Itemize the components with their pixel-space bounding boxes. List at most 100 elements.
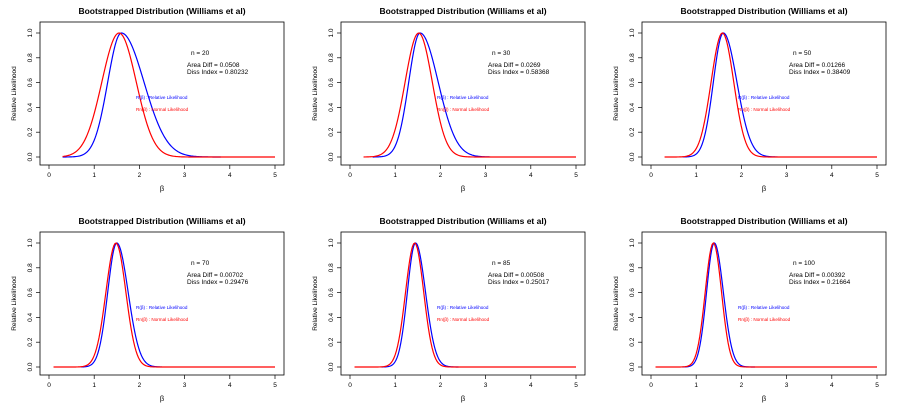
y-tick-label: 0.8	[629, 263, 636, 272]
y-tick-label: 1.0	[629, 28, 636, 37]
sample-size-label: n = 30	[492, 50, 511, 57]
x-tick-label: 3	[183, 382, 187, 389]
legend-entry: R(β) : Relative Likelihood	[136, 305, 188, 310]
chart-panel-5: Bootstrapped Distribution (Williams et a…	[312, 216, 586, 403]
y-tick-label: 1.0	[629, 238, 636, 247]
x-tick-label: 4	[228, 172, 232, 179]
x-tick-label: 0	[649, 382, 653, 389]
x-tick-label: 5	[273, 172, 277, 179]
chart-panel-4: Bootstrapped Distribution (Williams et a…	[11, 216, 285, 403]
legend-entry: Rn(β) : Normal Likelihood	[437, 317, 490, 322]
y-tick-label: 1.0	[27, 238, 34, 247]
y-tick-label: 1.0	[27, 28, 34, 37]
series-line-relative	[80, 242, 163, 368]
y-axis-label: Relative Likelihood	[312, 66, 319, 121]
series-line-normal	[363, 32, 576, 158]
chart-panel-6: Bootstrapped Distribution (Williams et a…	[613, 216, 887, 403]
x-tick-label: 4	[830, 172, 834, 179]
sample-size-label: n = 70	[191, 260, 210, 267]
x-tick-label: 0	[47, 172, 51, 179]
y-axis-label: Relative Likelihood	[312, 276, 319, 331]
y-tick-label: 0.0	[328, 362, 335, 371]
area-diff-label: Area Diff = 0.0269	[488, 62, 541, 69]
legend-entry: R(β) : Relative Likelihood	[738, 95, 790, 100]
series-line-relative	[381, 242, 459, 368]
series-line-normal	[53, 242, 275, 368]
x-tick-label: 3	[785, 382, 789, 389]
x-tick-label: 0	[47, 382, 51, 389]
diss-index-label: Diss Index = 0.80232	[187, 69, 249, 76]
chart-panel-3: Bootstrapped Distribution (Williams et a…	[613, 6, 887, 193]
plot-frame	[39, 231, 285, 376]
x-tick-label: 2	[439, 382, 443, 389]
x-tick-label: 4	[529, 382, 533, 389]
chart-panel-2: Bootstrapped Distribution (Williams et a…	[312, 6, 586, 193]
series-line-normal	[62, 32, 275, 158]
x-tick-label: 3	[785, 172, 789, 179]
sample-size-label: n = 20	[191, 50, 210, 57]
x-tick-label: 0	[348, 382, 352, 389]
area-diff-label: Area Diff = 0.00702	[187, 272, 243, 279]
y-tick-label: 0.6	[629, 78, 636, 87]
y-tick-label: 0.4	[629, 103, 636, 112]
x-tick-label: 2	[138, 382, 142, 389]
area-diff-label: Area Diff = 0.00392	[789, 272, 845, 279]
y-tick-label: 0.8	[27, 53, 34, 62]
x-tick-label: 1	[694, 382, 698, 389]
x-tick-label: 5	[875, 382, 879, 389]
x-tick-label: 2	[439, 172, 443, 179]
plot-frame	[641, 231, 887, 376]
series-line-relative	[62, 32, 221, 158]
y-tick-label: 0.2	[629, 337, 636, 346]
y-tick-label: 0.6	[27, 288, 34, 297]
x-axis-label: β	[762, 184, 767, 193]
y-tick-label: 0.2	[328, 127, 335, 136]
y-tick-label: 1.0	[328, 238, 335, 247]
x-tick-label: 3	[484, 382, 488, 389]
diss-index-label: Diss Index = 0.38409	[789, 69, 851, 76]
y-tick-label: 0.4	[328, 313, 335, 322]
series-line-relative	[682, 242, 755, 368]
x-tick-label: 5	[273, 382, 277, 389]
x-axis-label: β	[762, 394, 767, 403]
series-line-normal	[655, 242, 877, 368]
sample-size-label: n = 50	[793, 50, 812, 57]
y-tick-label: 0.2	[629, 127, 636, 136]
y-tick-label: 0.4	[27, 313, 34, 322]
x-axis-label: β	[160, 184, 165, 193]
x-tick-label: 1	[393, 382, 397, 389]
x-tick-label: 4	[529, 172, 533, 179]
series-line-relative	[682, 32, 778, 158]
legend-entry: R(β) : Relative Likelihood	[437, 95, 489, 100]
y-tick-label: 0.2	[27, 337, 34, 346]
y-tick-label: 1.0	[328, 28, 335, 37]
y-tick-label: 0.6	[27, 78, 34, 87]
x-tick-label: 4	[228, 382, 232, 389]
x-tick-label: 2	[138, 172, 142, 179]
y-tick-label: 0.2	[27, 127, 34, 136]
y-tick-label: 0.8	[328, 53, 335, 62]
y-tick-label: 0.0	[629, 152, 636, 161]
y-axis-label: Relative Likelihood	[11, 66, 18, 121]
series-line-normal	[354, 242, 576, 368]
chart-title: Bootstrapped Distribution (Williams et a…	[379, 6, 546, 16]
y-tick-label: 0.6	[328, 288, 335, 297]
plot-frame	[641, 21, 887, 166]
x-tick-label: 2	[740, 382, 744, 389]
diss-index-label: Diss Index = 0.58368	[488, 69, 550, 76]
x-tick-label: 5	[574, 172, 578, 179]
legend-entry: Rn(β) : Normal Likelihood	[136, 107, 189, 112]
diss-index-label: Diss Index = 0.29476	[187, 279, 249, 286]
x-tick-label: 3	[484, 172, 488, 179]
x-tick-label: 1	[694, 172, 698, 179]
y-tick-label: 0.8	[27, 263, 34, 272]
series-line-relative	[372, 32, 491, 158]
x-tick-label: 4	[830, 382, 834, 389]
x-tick-label: 0	[649, 172, 653, 179]
chart-title: Bootstrapped Distribution (Williams et a…	[680, 6, 847, 16]
x-tick-label: 1	[393, 172, 397, 179]
area-diff-label: Area Diff = 0.00508	[488, 272, 544, 279]
legend-entry: R(β) : Relative Likelihood	[738, 305, 790, 310]
y-axis-label: Relative Likelihood	[11, 276, 18, 331]
